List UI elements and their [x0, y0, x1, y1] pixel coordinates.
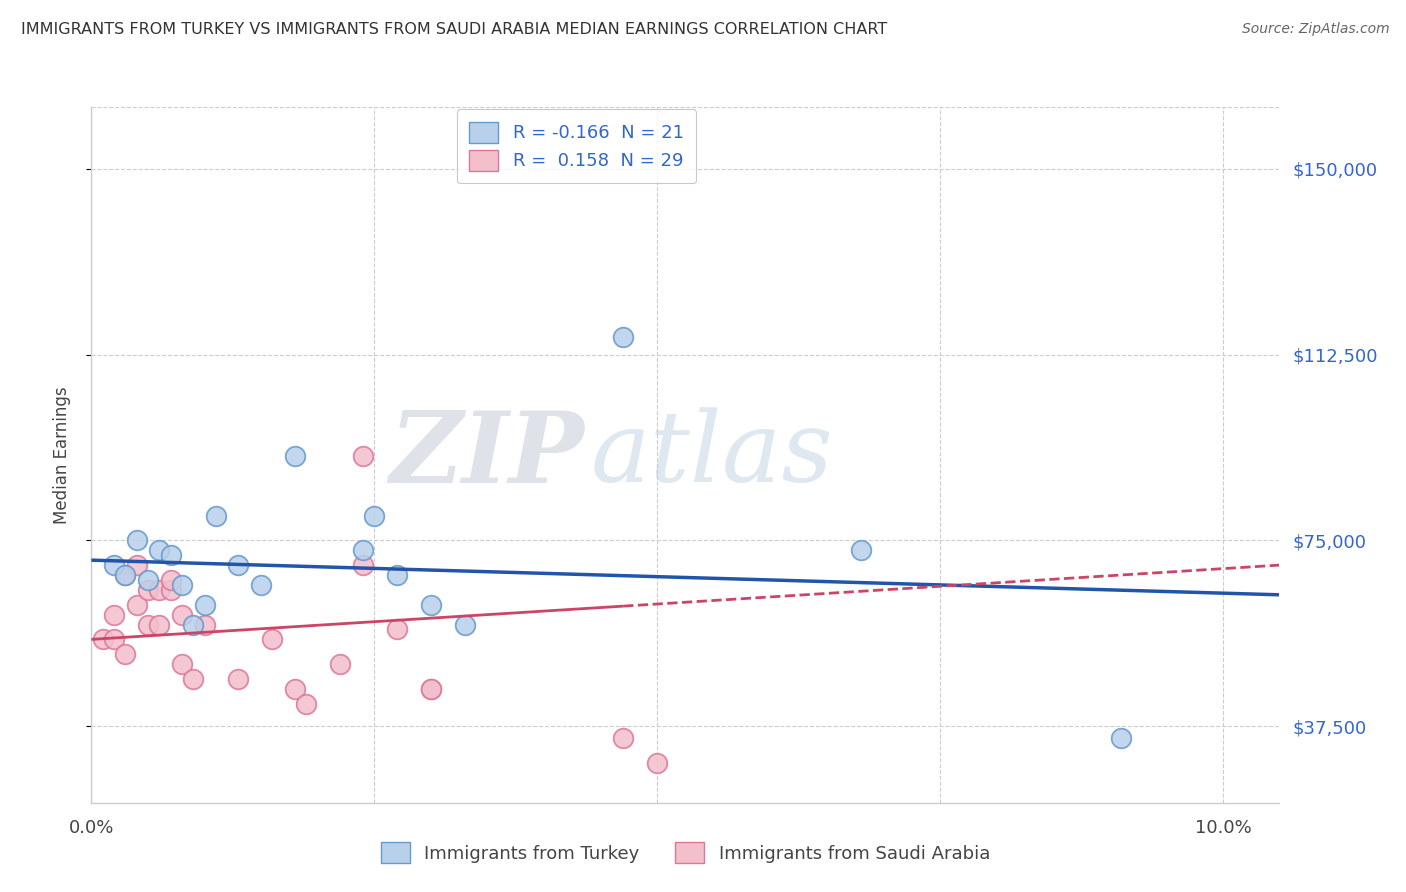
Point — [419, 598, 441, 612]
Point — [363, 508, 385, 523]
Point — [352, 543, 374, 558]
Point — [352, 449, 374, 463]
Point — [250, 578, 273, 592]
Point — [125, 533, 148, 548]
Point — [352, 558, 374, 573]
Point — [125, 558, 148, 573]
Point — [262, 632, 284, 647]
Text: ZIP: ZIP — [389, 407, 585, 503]
Point — [849, 543, 872, 558]
Point — [159, 582, 181, 597]
Point — [419, 681, 441, 696]
Point — [645, 756, 668, 771]
Point — [136, 573, 159, 587]
Point — [295, 697, 318, 711]
Point — [284, 449, 307, 463]
Point — [148, 582, 170, 597]
Point — [103, 558, 125, 573]
Point — [181, 617, 204, 632]
Point — [114, 647, 136, 661]
Point — [103, 607, 125, 622]
Point — [91, 632, 114, 647]
Point — [193, 617, 215, 632]
Point — [193, 598, 215, 612]
Point — [136, 617, 159, 632]
Point — [329, 657, 352, 672]
Point — [1109, 731, 1132, 746]
Point — [205, 508, 228, 523]
Point — [385, 623, 408, 637]
Point — [125, 598, 148, 612]
Point — [159, 573, 181, 587]
Point — [284, 681, 307, 696]
Point — [148, 617, 170, 632]
Point — [159, 548, 181, 562]
Point — [612, 731, 634, 746]
Point — [170, 607, 193, 622]
Point — [228, 672, 250, 686]
Point — [114, 568, 136, 582]
Text: IMMIGRANTS FROM TURKEY VS IMMIGRANTS FROM SAUDI ARABIA MEDIAN EARNINGS CORRELATI: IMMIGRANTS FROM TURKEY VS IMMIGRANTS FRO… — [21, 22, 887, 37]
Text: Source: ZipAtlas.com: Source: ZipAtlas.com — [1241, 22, 1389, 37]
Point — [148, 543, 170, 558]
Point — [419, 681, 441, 696]
Text: atlas: atlas — [591, 408, 834, 502]
Point — [170, 578, 193, 592]
Point — [454, 617, 477, 632]
Point — [228, 558, 250, 573]
Legend: Immigrants from Turkey, Immigrants from Saudi Arabia: Immigrants from Turkey, Immigrants from … — [370, 831, 1001, 874]
Point — [114, 568, 136, 582]
Point — [136, 582, 159, 597]
Point — [103, 632, 125, 647]
Point — [181, 672, 204, 686]
Point — [385, 568, 408, 582]
Point — [612, 330, 634, 344]
Y-axis label: Median Earnings: Median Earnings — [52, 386, 70, 524]
Point — [170, 657, 193, 672]
